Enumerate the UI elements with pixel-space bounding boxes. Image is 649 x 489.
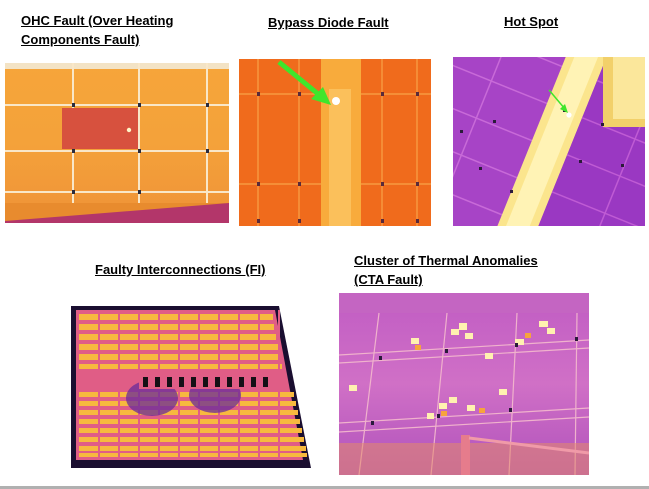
caption-bypass: Bypass Diode Fault <box>268 15 389 30</box>
caption-cta-line2: (CTA Fault) <box>354 272 423 287</box>
thermal-image-bypass <box>239 59 431 226</box>
caption-fi: Faulty Interconnections (FI) <box>95 262 266 277</box>
thermal-image-cta <box>339 293 589 475</box>
thermal-image-ohc <box>5 63 229 223</box>
caption-ohc-line2: Components Fault) <box>21 32 140 47</box>
thermal-image-faulty-interconnections <box>67 300 311 468</box>
page-bottom-rule <box>0 486 649 489</box>
thermal-image-hotspot <box>453 57 645 226</box>
arrow-icon <box>277 60 325 100</box>
caption-cta-line1: Cluster of Thermal Anomalies <box>354 253 538 268</box>
caption-ohc-line1: OHC Fault (Over Heating <box>21 13 174 28</box>
caption-hotspot: Hot Spot <box>504 14 559 29</box>
